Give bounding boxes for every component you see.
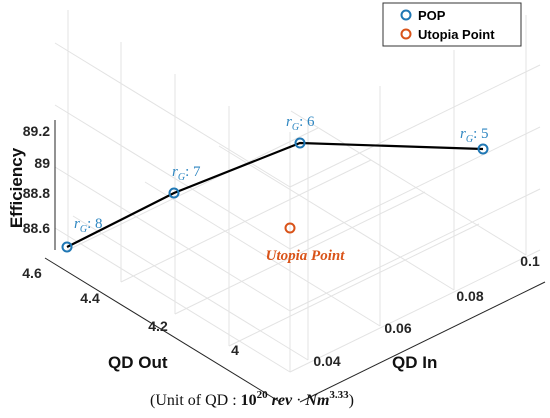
x-tick-label: 0.08 bbox=[456, 288, 483, 304]
y-tick-label: 4.6 bbox=[22, 265, 42, 281]
pop-labels: rG: 8 rG: 7 rG: 6 rG: 5 bbox=[74, 114, 489, 235]
z-axis-label: Efficiency bbox=[7, 147, 26, 228]
pop-point bbox=[294, 137, 306, 149]
x-ticks: 0.04 0.06 0.08 0.1 bbox=[313, 253, 540, 369]
pop-point bbox=[477, 143, 489, 155]
unit-note: (Unit of QD : 1020 rev · Nm3.33) bbox=[150, 389, 354, 409]
utopia-label: Utopia Point bbox=[266, 248, 346, 264]
x-tick-label: 0.06 bbox=[384, 320, 411, 336]
grid bbox=[54, 10, 541, 373]
pop-label: rG: 8 bbox=[74, 216, 103, 235]
x-axis-line bbox=[299, 281, 546, 403]
z-tick-label: 88.6 bbox=[23, 220, 50, 236]
legend-marker-pop bbox=[400, 9, 412, 21]
x-tick-label: 0.04 bbox=[313, 353, 340, 369]
x-axis-label: QD In bbox=[392, 353, 437, 372]
x-tick-label: 0.1 bbox=[520, 253, 540, 269]
y-tick-label: 4.2 bbox=[148, 318, 168, 334]
legend: POP Utopia Point bbox=[382, 2, 522, 47]
axes bbox=[44, 120, 546, 403]
y-ticks: 4.6 4.4 4.2 4 bbox=[22, 265, 239, 358]
z-tick-label: 89 bbox=[34, 155, 50, 171]
z-tick-label: 88.8 bbox=[23, 185, 50, 201]
pop-label: rG: 7 bbox=[172, 164, 201, 183]
pop-point bbox=[168, 187, 180, 199]
legend-marker-utopia bbox=[400, 28, 412, 40]
z-ticks: 88.6 88.8 89 89.2 bbox=[23, 123, 50, 236]
legend-label-pop: POP bbox=[418, 8, 446, 23]
utopia-point bbox=[284, 222, 296, 234]
y-tick-label: 4.4 bbox=[80, 290, 100, 306]
legend-label-utopia: Utopia Point bbox=[418, 27, 495, 42]
y-tick-label: 4 bbox=[231, 342, 239, 358]
pop-label: rG: 6 bbox=[286, 114, 315, 133]
pop-line bbox=[66, 141, 484, 248]
pop-label: rG: 5 bbox=[460, 126, 489, 145]
y-axis-line bbox=[44, 257, 281, 403]
y-axis-label: QD Out bbox=[108, 353, 168, 372]
pop-point bbox=[61, 241, 73, 253]
z-tick-label: 89.2 bbox=[23, 123, 50, 139]
pop-markers bbox=[61, 137, 489, 253]
